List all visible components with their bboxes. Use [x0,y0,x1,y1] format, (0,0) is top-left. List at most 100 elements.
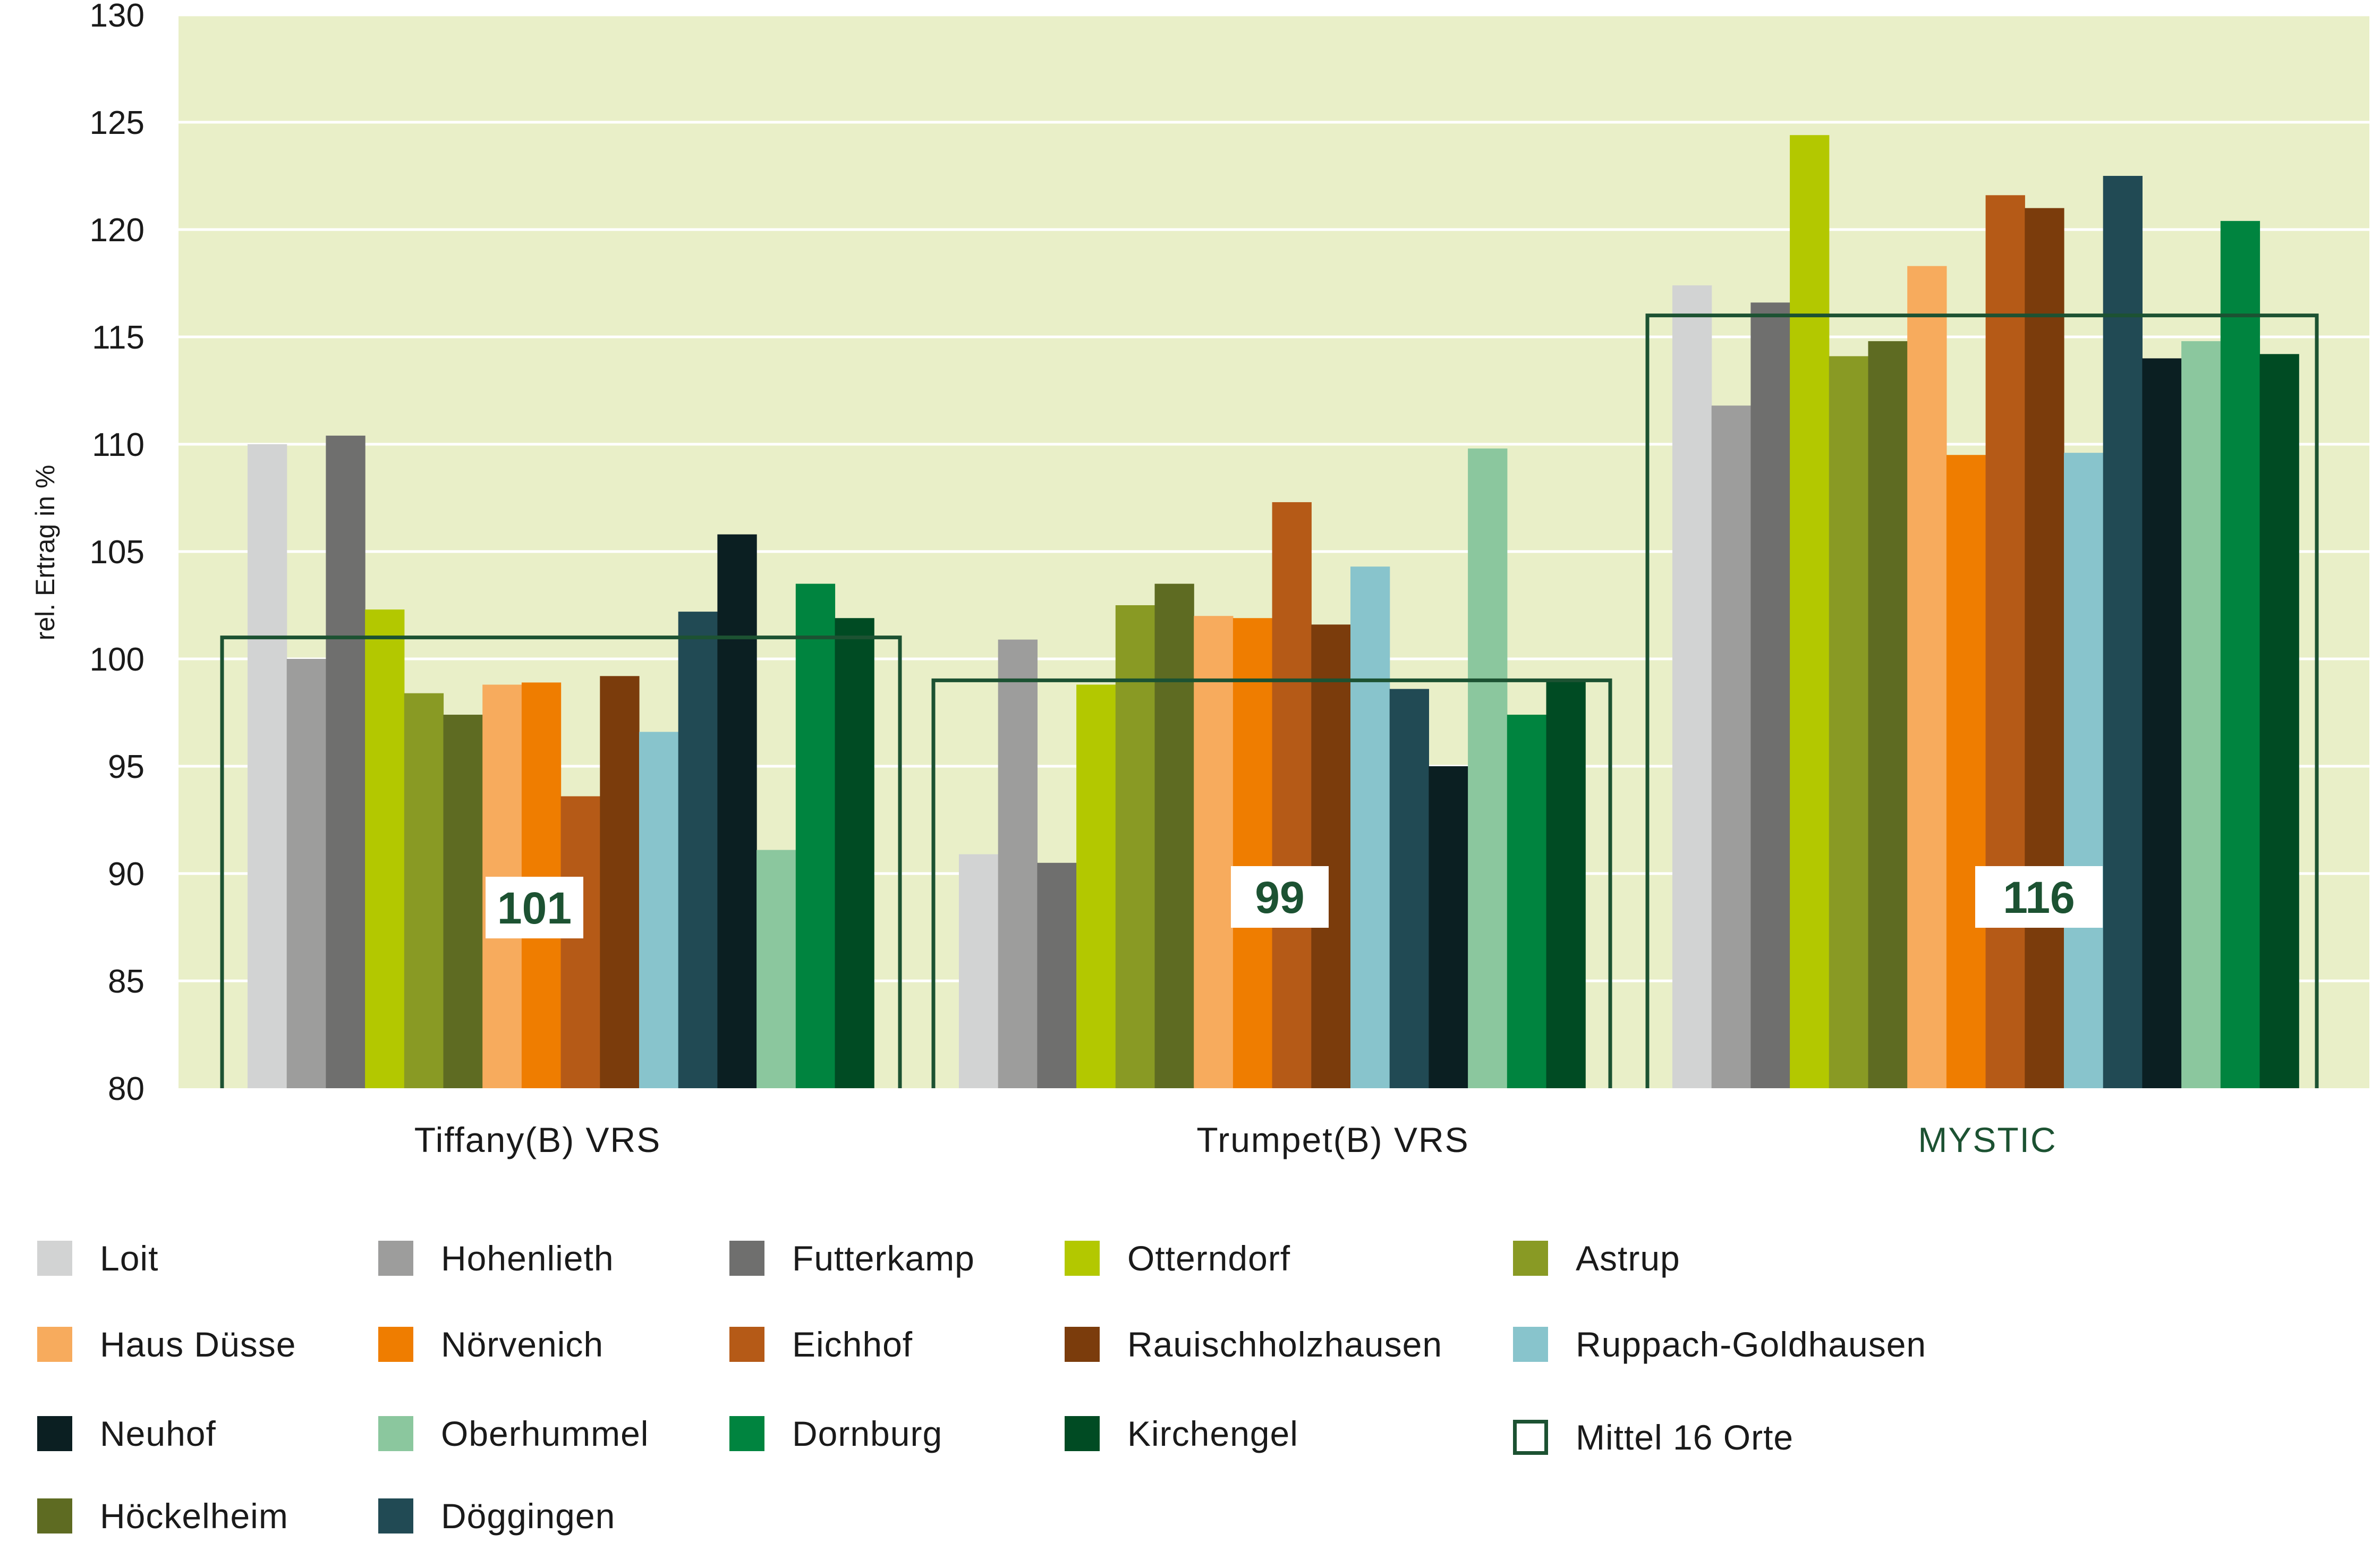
legend-item-noervenich: Nörvenich [378,1320,604,1368]
bar [639,732,679,1088]
legend-swatch [729,1416,764,1451]
legend-label: Nörvenich [441,1325,604,1364]
legend-swatch [378,1416,413,1451]
bar [678,612,718,1088]
legend-label: Eichhof [792,1325,913,1364]
bar [1115,605,1155,1088]
legend-label: Otterndorf [1127,1239,1291,1278]
legend-item-futterkamp: Futterkamp [729,1234,975,1282]
legend-item-doeggingen: Döggingen [378,1492,615,1540]
y-tick-label: 95 [108,749,144,785]
legend-item-hohenlieth: Hohenlieth [378,1234,614,1282]
legend-label: Ruppach-Goldhausen [1576,1325,1927,1364]
legend-label: Rauischholzhausen [1127,1325,1443,1364]
y-axis-label: rel. Ertrag in % [30,465,60,641]
bar [2259,354,2299,1088]
bar [1076,684,1116,1088]
legend-swatch [1513,1327,1548,1362]
bar [717,534,757,1089]
bar [404,693,444,1088]
legend-swatch [1065,1416,1100,1451]
bar [835,618,874,1088]
legend-label: Neuhof [100,1414,216,1453]
legend-swatch [37,1498,72,1533]
legend-label: Kirchengel [1127,1414,1298,1453]
legend-swatch [729,1241,764,1276]
bars [248,135,2299,1089]
mean-box [1645,314,2319,1088]
mean-box [220,636,902,1088]
legend-item-loit: Loit [37,1234,158,1282]
legend-swatch [729,1327,764,1362]
mean-value-background [1231,866,1329,928]
bar [1468,448,1508,1088]
bar [600,676,640,1088]
bar [1546,680,1586,1088]
x-category-label: MYSTIC [1918,1120,2056,1159]
bar [2220,221,2260,1089]
y-tick-label: 130 [90,0,144,34]
legend-item-neuhof: Neuhof [37,1410,216,1458]
bar [1750,302,1790,1088]
legend-swatch [37,1327,72,1362]
legend-item-rauischholzhausen: Rauischholzhausen [1065,1320,1442,1368]
bar [2103,176,2143,1088]
bar [1194,616,1234,1088]
bar [1037,862,1077,1088]
legend-label: Astrup [1576,1239,1680,1278]
legend-item-otterndorf: Otterndorf [1065,1234,1290,1282]
legend-item-dornburg: Dornburg [729,1410,942,1458]
bar [1389,689,1429,1088]
y-tick-label: 115 [92,319,144,356]
legend-item-hoeckelheim: Höckelheim [37,1492,288,1540]
bar [2064,453,2104,1089]
x-category-label: Tiffany(B) VRS [414,1120,661,1159]
y-tick-label: 125 [90,105,144,141]
legend-label: Haus Düsse [100,1325,296,1364]
bar-chart: 101 99 116 80 85 90 95 100 105 110 115 120 125 130 Ti… [30,0,2369,1159]
bar [1711,405,1751,1088]
bar [1154,583,1194,1088]
legend-label: Dornburg [792,1414,943,1453]
bar [1790,135,1830,1089]
mean-value-label: 101 [497,883,572,933]
legend-swatch-outline [1513,1420,1548,1455]
bar [1429,766,1468,1088]
bar [795,583,836,1088]
y-tick-label: 100 [90,641,144,678]
mean-value-label: 99 [1255,872,1304,922]
bar [1507,715,1547,1088]
mean-boxes: 101 99 116 [220,314,2319,1088]
legend-swatch [1065,1327,1100,1362]
x-category-label: Trumpet(B) VRS [1196,1120,1469,1159]
bar [959,854,999,1088]
y-tick-label: 85 [108,963,144,1000]
bar [326,435,366,1088]
bar [560,796,600,1088]
bar [365,609,405,1088]
y-tick-label: 110 [92,427,144,463]
bar [1232,618,1273,1088]
legend-swatch [1065,1241,1100,1276]
y-tick-label: 90 [108,856,144,893]
bar [286,659,326,1088]
legend-item-kirchengel: Kirchengel [1065,1410,1298,1458]
legend-item-haus-duesse: Haus Düsse [37,1320,296,1368]
legend-item-mittel-16-orte: Mittel 16 Orte [1513,1413,1794,1461]
mean-value-background [486,877,583,938]
bar [1311,624,1351,1088]
legend-swatch [378,1498,413,1533]
axes: 80 85 90 95 100 105 110 115 120 125 130 Tiffany(B) … [90,0,2056,1159]
mean-value-label: 116 [2003,872,2075,922]
legend-swatch [378,1327,413,1362]
legend-item-eichhof: Eichhof [729,1320,913,1368]
legend-label: Höckelheim [100,1496,288,1536]
legend-label: Loit [100,1239,159,1278]
bar [998,639,1038,1088]
bar [248,444,287,1088]
legend-item-ruppach-goldhausen: Ruppach-Goldhausen [1513,1320,1926,1368]
bar [2181,341,2221,1088]
y-tick-label: 80 [108,1071,144,1107]
bar [1946,455,1986,1089]
legend-item-oberhummel: Oberhummel [378,1410,649,1458]
